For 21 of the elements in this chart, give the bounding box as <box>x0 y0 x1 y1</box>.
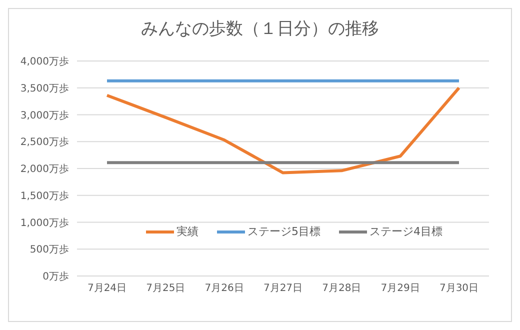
x-tick-label: 7月24日 <box>87 283 127 294</box>
y-tick-label: 4,000万歩 <box>20 56 69 68</box>
y-tick-label: 3,000万歩 <box>20 109 69 122</box>
y-tick-label: 1,500万歩 <box>20 190 69 202</box>
y-tick-label: 3,500万歩 <box>20 82 69 94</box>
line-series <box>106 86 460 174</box>
x-tick-label: 7月27日 <box>263 283 303 294</box>
legend-label: 実績 <box>176 224 198 239</box>
chart-title: みんなの歩数（１日分）の推移 <box>140 18 380 40</box>
x-tick-label: 7月30日 <box>439 283 479 294</box>
x-tick-label: 7月29日 <box>380 283 420 294</box>
y-tick-label: 0万歩 <box>42 270 69 283</box>
legend-label: ステージ5目標 <box>246 224 320 239</box>
x-tick-label: 7月25日 <box>146 283 186 294</box>
y-tick-label: 2,500万歩 <box>20 136 69 148</box>
x-tick-label: 7月28日 <box>322 283 362 294</box>
legend-label: ステージ4目標 <box>368 224 442 239</box>
y-tick-label: 500万歩 <box>30 244 69 256</box>
y-tick-label: 2,000万歩 <box>20 163 69 176</box>
x-tick-label: 7月26日 <box>204 283 244 294</box>
y-tick-label: 1,000万歩 <box>20 216 69 229</box>
